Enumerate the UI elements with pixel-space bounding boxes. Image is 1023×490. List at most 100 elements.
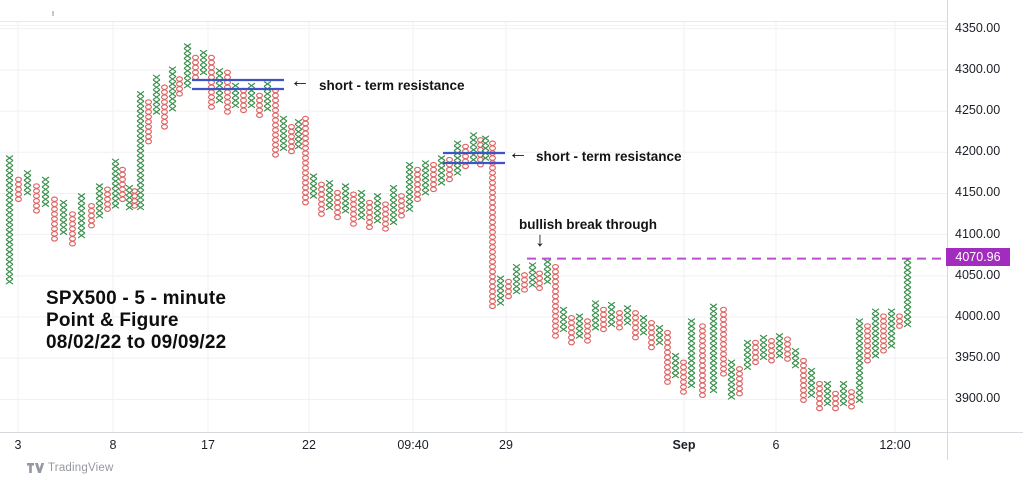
pf-o-box <box>632 319 639 326</box>
down-arrow-icon[interactable]: ↓ <box>535 229 545 251</box>
tradingview-watermark[interactable]: TradingView <box>27 462 113 474</box>
pf-o-box <box>864 328 871 334</box>
pf-x-box <box>639 315 648 321</box>
pf-o-box <box>521 282 528 288</box>
pf-o-box <box>272 107 279 114</box>
pf-x-box <box>341 188 350 194</box>
pf-o-box <box>489 298 496 305</box>
pf-x-box <box>839 390 848 397</box>
pf-o-box <box>350 201 357 208</box>
pf-x-box <box>639 329 648 336</box>
pf-o-box <box>521 286 528 293</box>
time-tick-label: Sep <box>672 438 696 452</box>
pf-x-box <box>5 263 14 270</box>
pf-o-box <box>161 84 168 91</box>
pf-x-box <box>607 301 616 308</box>
pf-x-box <box>341 198 350 204</box>
pf-x-box <box>607 316 616 323</box>
pf-x-box <box>5 199 14 206</box>
pf-x-box <box>405 176 414 183</box>
pf-o-box <box>334 204 341 211</box>
chart-title-annotation[interactable]: SPX500 - 5 - minute Point & Figure 08/02… <box>46 288 226 354</box>
pf-x-box <box>709 367 718 374</box>
pf-o-box <box>382 226 389 232</box>
pf-x-box <box>671 362 680 369</box>
pf-o-box <box>334 199 341 206</box>
pf-x-box <box>453 145 462 151</box>
pf-x-box <box>855 352 864 359</box>
pf-x-box <box>903 296 912 303</box>
pf-x-box <box>687 323 696 329</box>
pf-x-box <box>325 179 334 186</box>
pf-o-box <box>145 104 152 110</box>
pf-o-box <box>536 280 543 287</box>
pf-x-box <box>559 326 568 333</box>
pf-o-box <box>104 186 111 193</box>
pf-x-box <box>903 272 912 278</box>
pf-o-box <box>240 92 247 99</box>
pf-x-box <box>309 183 318 189</box>
pf-o-box <box>88 203 95 209</box>
pf-x-box <box>671 372 680 379</box>
pf-o-box <box>104 196 111 203</box>
pf-x-box <box>357 194 366 201</box>
pf-x-box <box>469 147 478 153</box>
pf-x-box <box>59 204 68 211</box>
pf-x-box <box>5 194 14 201</box>
pf-x-box <box>136 95 145 102</box>
pf-x-box <box>575 313 584 319</box>
pf-o-box <box>350 221 357 227</box>
pf-o-box <box>366 214 373 221</box>
pf-o-box <box>880 347 887 354</box>
pf-x-box <box>887 333 896 339</box>
pf-x-box <box>136 100 145 107</box>
pf-x-box <box>903 311 912 318</box>
pf-o-box <box>736 390 743 397</box>
time-tick-label: 8 <box>109 438 117 452</box>
pf-x-box <box>903 282 912 288</box>
point-and-figure-plot[interactable] <box>0 0 947 460</box>
pf-o-box <box>302 170 309 176</box>
pf-o-box <box>552 308 559 315</box>
pf-o-box <box>720 341 727 348</box>
pf-x-box <box>887 328 896 334</box>
pf-o-box <box>33 183 40 189</box>
pf-o-box <box>736 375 743 382</box>
breakthrough-label[interactable]: bullish break through <box>519 217 658 232</box>
pf-o-box <box>864 342 871 349</box>
pf-o-box <box>398 193 405 199</box>
pf-o-box <box>224 89 231 96</box>
pf-x-box <box>294 133 303 140</box>
pf-o-box <box>88 212 95 219</box>
pf-o-box <box>800 372 807 379</box>
pf-o-box <box>664 349 671 356</box>
pf-x-box <box>231 92 240 99</box>
resistance-label-1[interactable]: short - term resistance <box>319 78 465 93</box>
pf-x-box <box>111 193 120 199</box>
pf-x-box <box>727 369 736 375</box>
pf-x-box <box>247 82 256 89</box>
left-arrow-icon[interactable]: ← <box>290 70 310 92</box>
resistance-label-2[interactable]: short - term resistance <box>536 149 682 164</box>
pf-o-box <box>69 211 76 217</box>
pf-o-box <box>521 277 528 283</box>
pf-o-box <box>256 92 263 99</box>
pf-o-box <box>272 132 279 138</box>
pf-x-box <box>903 291 912 298</box>
pf-o-box <box>800 397 807 403</box>
pf-x-box <box>469 132 478 138</box>
pf-o-box <box>366 204 373 211</box>
pf-o-box <box>272 112 279 119</box>
pf-o-box <box>192 69 199 76</box>
pf-x-box <box>136 130 145 137</box>
time-tick-label: 3 <box>14 438 22 452</box>
pf-x-box <box>727 364 736 371</box>
pf-o-box <box>224 104 231 110</box>
pf-x-box <box>887 343 896 349</box>
pf-x-box <box>5 175 14 181</box>
pf-x-box <box>23 170 32 176</box>
time-tick-label: 09:40 <box>397 438 429 452</box>
title-line-2: Point & Figure <box>46 310 179 331</box>
left-arrow-icon[interactable]: ← <box>508 142 528 164</box>
